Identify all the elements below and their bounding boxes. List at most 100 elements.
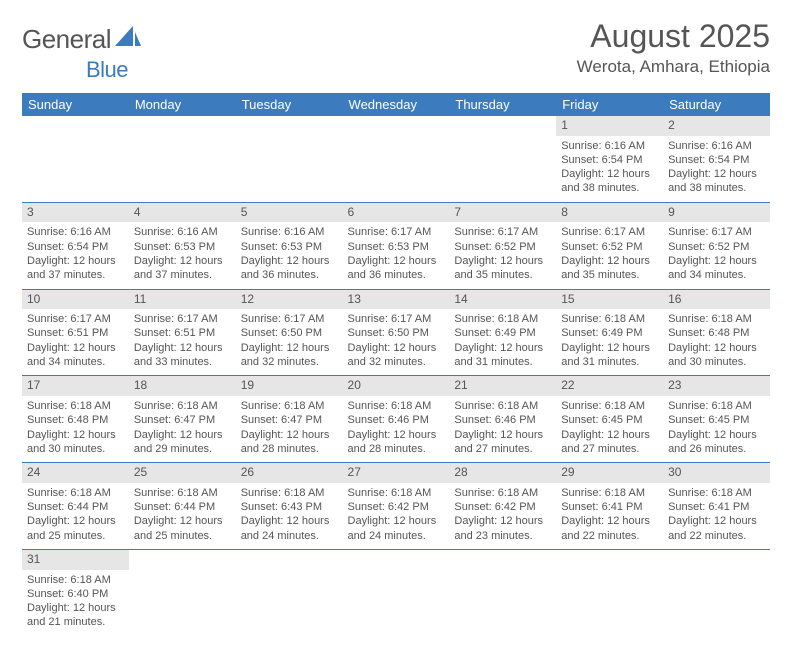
day-number: 31 [22, 550, 129, 570]
calendar-cell: 29Sunrise: 6:18 AMSunset: 6:41 PMDayligh… [556, 463, 663, 550]
day-number: 15 [556, 290, 663, 310]
day-content: Sunrise: 6:16 AMSunset: 6:54 PMDaylight:… [556, 136, 663, 202]
day-number: 7 [449, 203, 556, 223]
day-number: 19 [236, 376, 343, 396]
day-line: and 21 minutes. [27, 615, 124, 629]
day-line: Sunrise: 6:17 AM [454, 225, 551, 239]
day-line: Sunrise: 6:18 AM [27, 573, 124, 587]
day-number: 14 [449, 290, 556, 310]
day-line: Sunrise: 6:17 AM [348, 312, 445, 326]
day-number: 27 [343, 463, 450, 483]
calendar-cell: 14Sunrise: 6:18 AMSunset: 6:49 PMDayligh… [449, 289, 556, 376]
day-line: Sunset: 6:54 PM [27, 240, 124, 254]
day-line: Daylight: 12 hours [241, 428, 338, 442]
day-content: Sunrise: 6:18 AMSunset: 6:45 PMDaylight:… [556, 396, 663, 462]
day-line: and 32 minutes. [348, 355, 445, 369]
day-line: Sunset: 6:42 PM [454, 500, 551, 514]
calendar-body: 1Sunrise: 6:16 AMSunset: 6:54 PMDaylight… [22, 116, 770, 636]
day-line: Sunset: 6:41 PM [561, 500, 658, 514]
calendar-cell: 1Sunrise: 6:16 AMSunset: 6:54 PMDaylight… [556, 116, 663, 202]
day-line: Sunrise: 6:16 AM [134, 225, 231, 239]
day-line: Sunrise: 6:17 AM [27, 312, 124, 326]
day-line: Sunset: 6:44 PM [134, 500, 231, 514]
day-line: and 26 minutes. [668, 442, 765, 456]
day-number: 6 [343, 203, 450, 223]
day-line: Daylight: 12 hours [241, 254, 338, 268]
day-content: Sunrise: 6:16 AMSunset: 6:54 PMDaylight:… [663, 136, 770, 202]
dow-saturday: Saturday [663, 93, 770, 116]
day-line: Sunset: 6:43 PM [241, 500, 338, 514]
day-line: Daylight: 12 hours [348, 254, 445, 268]
title-block: August 2025 Werota, Amhara, Ethiopia [577, 18, 770, 77]
dow-thursday: Thursday [449, 93, 556, 116]
logo-sail-icon [115, 26, 141, 53]
day-line: and 34 minutes. [668, 268, 765, 282]
day-content: Sunrise: 6:18 AMSunset: 6:41 PMDaylight:… [663, 483, 770, 549]
calendar-cell: 24Sunrise: 6:18 AMSunset: 6:44 PMDayligh… [22, 463, 129, 550]
day-line: and 33 minutes. [134, 355, 231, 369]
calendar-cell: 31Sunrise: 6:18 AMSunset: 6:40 PMDayligh… [22, 549, 129, 635]
day-line: and 28 minutes. [241, 442, 338, 456]
day-line: Sunrise: 6:17 AM [241, 312, 338, 326]
day-line: Daylight: 12 hours [454, 254, 551, 268]
dow-sunday: Sunday [22, 93, 129, 116]
calendar-row: 31Sunrise: 6:18 AMSunset: 6:40 PMDayligh… [22, 549, 770, 635]
day-line: Daylight: 12 hours [241, 341, 338, 355]
day-line: Sunset: 6:53 PM [241, 240, 338, 254]
calendar-cell [129, 549, 236, 635]
logo: General [22, 24, 145, 55]
day-line: Sunset: 6:44 PM [27, 500, 124, 514]
day-content: Sunrise: 6:18 AMSunset: 6:47 PMDaylight:… [236, 396, 343, 462]
day-line: and 27 minutes. [454, 442, 551, 456]
day-content: Sunrise: 6:17 AMSunset: 6:51 PMDaylight:… [22, 309, 129, 375]
logo-text-1: General [22, 24, 111, 55]
day-content: Sunrise: 6:16 AMSunset: 6:53 PMDaylight:… [129, 222, 236, 288]
day-line: and 31 minutes. [454, 355, 551, 369]
day-line: Sunset: 6:52 PM [668, 240, 765, 254]
day-line: Sunset: 6:45 PM [561, 413, 658, 427]
day-number: 28 [449, 463, 556, 483]
day-number: 20 [343, 376, 450, 396]
day-number: 1 [556, 116, 663, 136]
dow-tuesday: Tuesday [236, 93, 343, 116]
day-line: and 35 minutes. [454, 268, 551, 282]
day-number: 11 [129, 290, 236, 310]
dow-row: Sunday Monday Tuesday Wednesday Thursday… [22, 93, 770, 116]
day-line: Daylight: 12 hours [134, 254, 231, 268]
day-line: Daylight: 12 hours [348, 514, 445, 528]
day-line: Daylight: 12 hours [454, 341, 551, 355]
calendar-cell: 21Sunrise: 6:18 AMSunset: 6:46 PMDayligh… [449, 376, 556, 463]
day-content: Sunrise: 6:18 AMSunset: 6:48 PMDaylight:… [663, 309, 770, 375]
day-line: Sunrise: 6:16 AM [561, 139, 658, 153]
day-line: Sunset: 6:53 PM [134, 240, 231, 254]
day-number: 12 [236, 290, 343, 310]
day-line: Daylight: 12 hours [134, 341, 231, 355]
day-line: Sunrise: 6:17 AM [134, 312, 231, 326]
day-line: Daylight: 12 hours [134, 514, 231, 528]
day-line: Sunset: 6:51 PM [27, 326, 124, 340]
day-line: Sunset: 6:41 PM [668, 500, 765, 514]
day-line: Daylight: 12 hours [668, 514, 765, 528]
day-line: and 38 minutes. [668, 181, 765, 195]
dow-wednesday: Wednesday [343, 93, 450, 116]
calendar-cell: 23Sunrise: 6:18 AMSunset: 6:45 PMDayligh… [663, 376, 770, 463]
calendar-cell: 16Sunrise: 6:18 AMSunset: 6:48 PMDayligh… [663, 289, 770, 376]
day-content: Sunrise: 6:18 AMSunset: 6:40 PMDaylight:… [22, 570, 129, 636]
day-line: Sunrise: 6:17 AM [561, 225, 658, 239]
day-line: Daylight: 12 hours [454, 428, 551, 442]
day-line: Sunset: 6:40 PM [27, 587, 124, 601]
day-line: Sunrise: 6:18 AM [668, 486, 765, 500]
day-number: 2 [663, 116, 770, 136]
calendar-table: Sunday Monday Tuesday Wednesday Thursday… [22, 93, 770, 636]
dow-monday: Monday [129, 93, 236, 116]
day-content: Sunrise: 6:18 AMSunset: 6:44 PMDaylight:… [22, 483, 129, 549]
day-line: Sunrise: 6:18 AM [561, 312, 658, 326]
day-line: Daylight: 12 hours [134, 428, 231, 442]
day-line: and 37 minutes. [134, 268, 231, 282]
day-line: Sunrise: 6:18 AM [454, 312, 551, 326]
day-content: Sunrise: 6:18 AMSunset: 6:44 PMDaylight:… [129, 483, 236, 549]
day-line: Daylight: 12 hours [348, 341, 445, 355]
calendar-cell: 20Sunrise: 6:18 AMSunset: 6:46 PMDayligh… [343, 376, 450, 463]
calendar-row: 10Sunrise: 6:17 AMSunset: 6:51 PMDayligh… [22, 289, 770, 376]
day-line: Sunrise: 6:18 AM [454, 399, 551, 413]
